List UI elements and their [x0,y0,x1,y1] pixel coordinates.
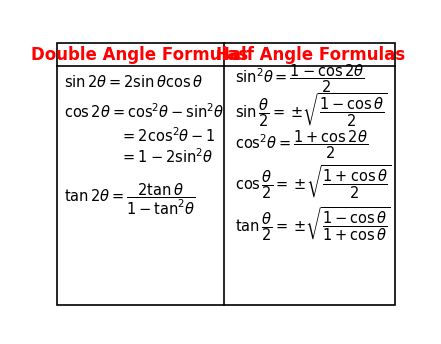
Text: $\sin^2\!\theta = \dfrac{1 - \cos 2\theta}{2}$: $\sin^2\!\theta = \dfrac{1 - \cos 2\thet… [235,62,364,95]
Text: $\tan\dfrac{\theta}{2} = \pm\!\sqrt{\dfrac{1-\cos\theta}{1+\cos\theta}}$: $\tan\dfrac{\theta}{2} = \pm\!\sqrt{\dfr… [235,205,391,243]
Text: $\sin 2\theta = 2\sin\theta\cos\theta$: $\sin 2\theta = 2\sin\theta\cos\theta$ [64,74,202,90]
Text: $= 1 - 2\sin^2\!\theta$: $= 1 - 2\sin^2\!\theta$ [120,147,213,166]
Text: $\tan 2\theta = \dfrac{2\tan\theta}{1 - \tan^2\!\theta}$: $\tan 2\theta = \dfrac{2\tan\theta}{1 - … [64,181,195,216]
Text: $\cos\dfrac{\theta}{2} = \pm\!\sqrt{\dfrac{1+\cos\theta}{2}}$: $\cos\dfrac{\theta}{2} = \pm\!\sqrt{\dfr… [235,163,391,201]
Text: Double Angle Formulas: Double Angle Formulas [31,45,248,64]
Text: $\cos^2\!\theta = \dfrac{1 + \cos 2\theta}{2}$: $\cos^2\!\theta = \dfrac{1 + \cos 2\thet… [235,128,368,161]
Text: $\cos 2\theta = \cos^2\!\theta - \sin^2\!\theta$: $\cos 2\theta = \cos^2\!\theta - \sin^2\… [64,102,224,121]
Text: $= 2\cos^2\!\theta - 1$: $= 2\cos^2\!\theta - 1$ [120,126,216,145]
Text: $\sin\dfrac{\theta}{2} = \pm\!\sqrt{\dfrac{1-\cos\theta}{2}}$: $\sin\dfrac{\theta}{2} = \pm\!\sqrt{\dfr… [235,91,388,129]
Text: Half Angle Formulas: Half Angle Formulas [216,45,405,64]
